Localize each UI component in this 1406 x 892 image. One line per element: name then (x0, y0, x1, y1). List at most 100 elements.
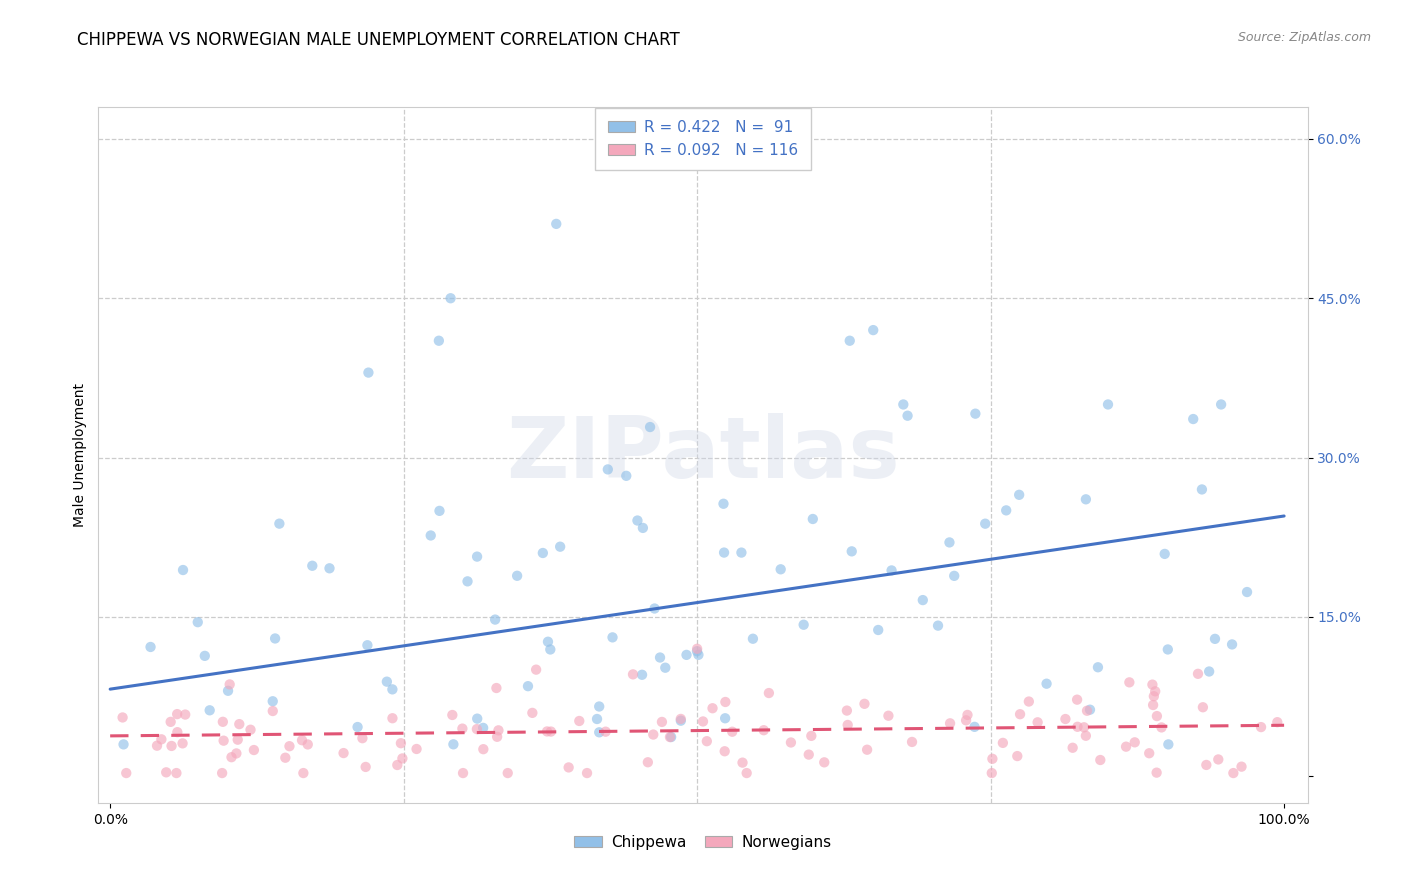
Point (644, 601, 666, 615)
Point (862, 323, 884, 337)
Point (486, 730, 509, 744)
Point (1157, 738, 1180, 752)
Point (291, 733, 314, 747)
Point (211, 766, 233, 780)
Point (713, 545, 735, 559)
Point (297, 738, 319, 752)
Point (1073, 720, 1095, 734)
Point (389, 736, 412, 750)
Point (546, 217, 568, 231)
Point (1066, 720, 1088, 734)
Point (531, 546, 554, 560)
Point (780, 735, 803, 749)
Point (896, 409, 918, 423)
Point (714, 695, 737, 709)
Point (631, 667, 654, 681)
Point (439, 291, 461, 305)
Point (160, 739, 183, 753)
Point (269, 516, 291, 531)
Point (880, 563, 903, 577)
Point (1007, 749, 1029, 764)
Point (221, 750, 243, 764)
Point (1146, 709, 1168, 723)
Point (217, 683, 239, 698)
Point (1010, 707, 1032, 722)
Point (963, 720, 986, 734)
Point (586, 712, 609, 726)
Point (115, 766, 138, 780)
Point (841, 544, 863, 558)
Point (484, 613, 506, 627)
Point (576, 766, 599, 780)
Point (496, 766, 519, 780)
Point (1182, 412, 1205, 426)
Point (262, 694, 284, 708)
Point (638, 420, 661, 434)
Point (981, 752, 1004, 766)
Point (927, 618, 949, 632)
Y-axis label: Male Unemployment: Male Unemployment (73, 383, 87, 527)
Point (1066, 692, 1088, 706)
Point (228, 717, 250, 731)
Point (522, 706, 544, 720)
Point (1146, 765, 1168, 780)
Point (1076, 704, 1098, 718)
Point (877, 708, 900, 723)
Point (187, 615, 209, 630)
Point (159, 714, 181, 729)
Text: CHIPPEWA VS NORWEGIAN MALE UNEMPLOYMENT CORRELATION CHART: CHIPPEWA VS NORWEGIAN MALE UNEMPLOYMENT … (77, 31, 681, 49)
Point (713, 497, 735, 511)
Point (239, 723, 262, 737)
Point (1018, 694, 1040, 708)
Point (568, 714, 591, 728)
Point (548, 540, 571, 554)
Point (596, 462, 619, 476)
Point (381, 711, 404, 725)
Point (742, 632, 765, 646)
Point (1198, 665, 1220, 679)
Point (1026, 715, 1049, 730)
Point (1211, 397, 1233, 411)
Point (356, 638, 378, 652)
Point (1157, 642, 1180, 657)
Point (292, 766, 315, 780)
Point (274, 750, 297, 764)
Point (626, 514, 648, 528)
Point (939, 716, 962, 731)
Point (524, 663, 547, 677)
Point (1035, 676, 1057, 690)
Point (472, 742, 495, 756)
Point (769, 562, 792, 576)
Point (956, 707, 979, 722)
Point (243, 743, 266, 757)
Point (995, 503, 1018, 517)
Point (696, 734, 718, 748)
Point (346, 720, 368, 734)
Point (614, 468, 637, 483)
Point (301, 558, 323, 573)
Point (427, 334, 450, 348)
Point (688, 648, 710, 662)
Point (225, 747, 247, 761)
Point (651, 714, 673, 729)
Point (758, 686, 780, 700)
Point (375, 674, 398, 689)
Point (150, 732, 173, 747)
Point (391, 751, 413, 765)
Point (262, 704, 284, 718)
Point (1250, 720, 1272, 734)
Point (332, 746, 354, 760)
Point (991, 736, 1014, 750)
Point (1142, 678, 1164, 692)
Point (354, 760, 377, 774)
Point (1192, 700, 1215, 714)
Point (891, 397, 914, 411)
Point (1222, 766, 1244, 780)
Legend: Chippewa, Norwegians: Chippewa, Norwegians (567, 828, 839, 858)
Point (381, 682, 404, 697)
Point (595, 724, 617, 739)
Point (943, 569, 966, 583)
Point (588, 725, 610, 739)
Point (172, 736, 194, 750)
Point (451, 766, 474, 780)
